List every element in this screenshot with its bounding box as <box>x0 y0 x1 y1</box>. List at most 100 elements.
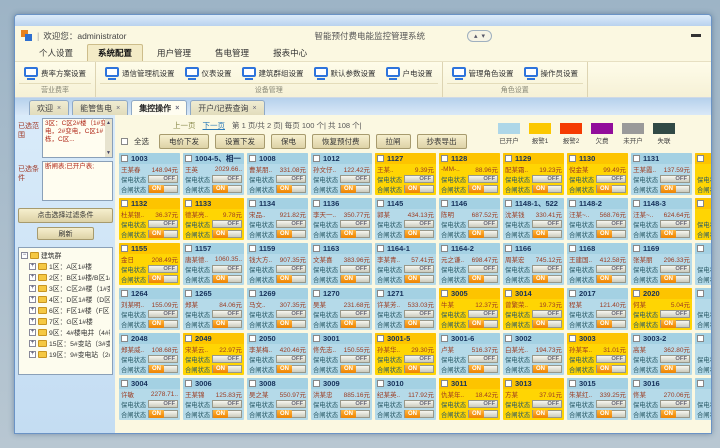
ribbon-button-通信管理机设置[interactable]: 通信管理机设置 <box>100 65 180 82</box>
room-checkbox[interactable] <box>569 290 576 297</box>
status-toggle[interactable]: OFF <box>596 265 626 273</box>
room-checkbox[interactable] <box>569 380 576 387</box>
status-toggle[interactable]: ON <box>660 275 690 283</box>
tab-欢迎[interactable]: 欢迎 × <box>29 100 70 115</box>
room-checkbox[interactable] <box>121 380 128 387</box>
room-checkbox[interactable] <box>441 245 448 252</box>
room-checkbox[interactable] <box>505 335 512 342</box>
status-toggle[interactable]: ON <box>468 410 498 418</box>
status-toggle[interactable]: OFF <box>660 220 690 228</box>
status-toggle[interactable]: OFF <box>276 310 306 318</box>
room-checkbox[interactable] <box>505 380 512 387</box>
status-toggle[interactable]: OFF <box>468 220 498 228</box>
room-checkbox[interactable] <box>313 245 320 252</box>
room-checkbox[interactable] <box>249 200 256 207</box>
status-toggle[interactable]: ON <box>468 275 498 283</box>
status-toggle[interactable]: ON <box>148 275 178 283</box>
room-checkbox[interactable] <box>185 335 192 342</box>
status-toggle[interactable]: OFF <box>148 175 178 183</box>
collapse-icon[interactable]: ▾ <box>481 32 486 40</box>
room-checkbox[interactable] <box>633 155 640 162</box>
status-toggle[interactable]: OFF <box>532 355 562 363</box>
selected-condition-box[interactable]: 断闸表;已开户表; <box>42 161 113 201</box>
room-checkbox[interactable] <box>697 290 704 297</box>
room-checkbox[interactable] <box>569 200 576 207</box>
status-toggle[interactable]: OFF <box>468 400 498 408</box>
room-checkbox[interactable] <box>441 335 448 342</box>
status-toggle[interactable]: OFF <box>468 265 498 273</box>
status-toggle[interactable]: OFF <box>660 265 690 273</box>
status-toggle[interactable]: ON <box>404 230 434 238</box>
status-toggle[interactable]: OFF <box>276 220 306 228</box>
room-checkbox[interactable] <box>697 335 704 342</box>
prev-page-link[interactable]: 上一页 <box>173 120 196 130</box>
room-checkbox[interactable] <box>377 290 384 297</box>
status-toggle[interactable]: ON <box>212 185 242 193</box>
status-toggle[interactable]: ON <box>596 185 626 193</box>
room-checkbox[interactable] <box>569 335 576 342</box>
status-toggle[interactable]: OFF <box>340 355 370 363</box>
status-toggle[interactable]: OFF <box>276 265 306 273</box>
status-toggle[interactable]: OFF <box>468 310 498 318</box>
room-checkbox[interactable] <box>697 200 704 207</box>
status-toggle[interactable]: OFF <box>276 355 306 363</box>
select-all-checkbox[interactable] <box>121 137 128 145</box>
status-toggle[interactable]: ON <box>340 275 370 283</box>
status-toggle[interactable]: OFF <box>276 400 306 408</box>
status-toggle[interactable]: ON <box>404 410 434 418</box>
status-toggle[interactable]: OFF <box>340 220 370 228</box>
room-checkbox[interactable] <box>505 245 512 252</box>
status-toggle[interactable]: OFF <box>404 175 434 183</box>
scroll-down-icon[interactable]: ▼ <box>106 150 111 156</box>
ribbon-button-管理角色设置[interactable]: 管理角色设置 <box>447 65 519 82</box>
tree-item[interactable]: +19区：9#变电站（2#… <box>21 349 110 360</box>
room-checkbox[interactable] <box>249 290 256 297</box>
room-checkbox[interactable] <box>377 155 384 162</box>
status-toggle[interactable]: OFF <box>532 310 562 318</box>
status-toggle[interactable]: OFF <box>340 310 370 318</box>
status-toggle[interactable]: OFF <box>596 175 626 183</box>
room-checkbox[interactable] <box>569 155 576 162</box>
room-checkbox[interactable] <box>249 245 256 252</box>
status-toggle[interactable]: OFF <box>404 310 434 318</box>
tab-close-icon[interactable]: × <box>252 104 257 112</box>
room-checkbox[interactable] <box>633 290 640 297</box>
action-button-保电[interactable]: 保电 <box>271 133 306 149</box>
status-toggle[interactable]: OFF <box>212 355 242 363</box>
tab-close-icon[interactable]: × <box>175 104 180 112</box>
expand-node-icon[interactable]: + <box>29 317 36 325</box>
status-toggle[interactable]: ON <box>212 275 242 283</box>
menu-item-个人设置[interactable]: 个人设置 <box>39 48 74 58</box>
status-toggle[interactable]: ON <box>532 275 562 283</box>
status-toggle[interactable]: OFF <box>340 265 370 273</box>
room-checkbox[interactable] <box>313 380 320 387</box>
status-toggle[interactable]: ON <box>276 410 306 418</box>
status-toggle[interactable]: OFF <box>532 175 562 183</box>
status-toggle[interactable]: ON <box>148 320 178 328</box>
expand-node-icon[interactable]: + <box>29 350 36 358</box>
status-toggle[interactable]: ON <box>468 230 498 238</box>
status-toggle[interactable]: ON <box>660 230 690 238</box>
room-checkbox[interactable] <box>249 380 256 387</box>
status-toggle[interactable]: ON <box>276 320 306 328</box>
listbox-scrollbar[interactable]: ▲ ▼ <box>105 119 112 157</box>
room-checkbox[interactable] <box>121 155 128 162</box>
next-page-link[interactable]: 下一页 <box>202 120 226 130</box>
refresh-button[interactable]: 刷新 <box>37 227 94 240</box>
room-checkbox[interactable] <box>441 155 448 162</box>
menu-item-售电管理[interactable]: 售电管理 <box>215 48 250 58</box>
room-checkbox[interactable] <box>185 155 192 162</box>
status-toggle[interactable]: OFF <box>660 310 690 318</box>
status-toggle[interactable]: OFF <box>340 175 370 183</box>
status-toggle[interactable]: OFF <box>212 400 242 408</box>
status-toggle[interactable]: ON <box>212 320 242 328</box>
action-button-电价下发[interactable]: 电价下发 <box>159 133 209 149</box>
status-toggle[interactable]: ON <box>660 320 690 328</box>
status-toggle[interactable]: OFF <box>148 400 178 408</box>
menu-item-报表中心[interactable]: 报表中心 <box>273 48 308 58</box>
status-toggle[interactable]: ON <box>276 275 306 283</box>
status-toggle[interactable]: OFF <box>532 265 562 273</box>
room-checkbox[interactable] <box>313 200 320 207</box>
expand-node-icon[interactable]: + <box>29 273 36 281</box>
tree-item[interactable]: +7区：G区1#楼 <box>21 316 110 327</box>
